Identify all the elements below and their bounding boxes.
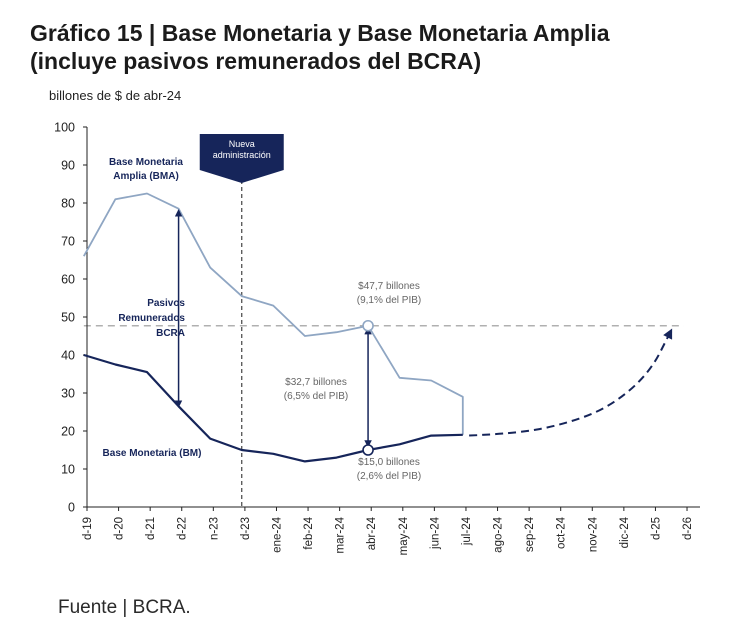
x-tick-label: ene-24 [271, 516, 283, 552]
chart-title-line-1: Gráfico 15 | Base Monetaria y Base Monet… [30, 20, 610, 46]
y-tick-label: 80 [61, 197, 75, 211]
series-label-bma: Base Monetaria Amplia (BMA) [109, 157, 183, 182]
x-tick-label: d-23 [240, 517, 252, 540]
x-tick-label: nov-24 [587, 516, 599, 552]
x-tick-label: dic-24 [619, 516, 631, 548]
y-tick-label: 60 [61, 273, 75, 287]
x-tick-label: d-26 [682, 517, 694, 540]
y-axis-unit-label: billones de $ de abr-24 [49, 88, 182, 103]
x-tick-label: sep-24 [524, 516, 536, 552]
y-tick-label: 40 [61, 349, 75, 363]
bma-point-label: $47,7 billones (9,1% del PIB) [357, 281, 421, 306]
x-tick-label: n-23 [208, 517, 220, 540]
bma-point-marker [362, 319, 374, 332]
x-tick-label: feb-24 [303, 516, 315, 549]
y-tick-label: 90 [61, 159, 75, 173]
y-tick-label: 10 [61, 463, 75, 477]
x-tick-label: d-21 [145, 517, 157, 540]
series-line-projection [469, 328, 673, 437]
x-tick-label: d-19 [82, 517, 94, 540]
x-tick-label: d-22 [177, 517, 189, 540]
x-tick-label: mar-24 [335, 516, 347, 553]
chart-canvas: 0 10 20 30 40 50 60 70 80 90 100 d-19 d-20 d-21 d-22 n-… [54, 121, 700, 555]
bm-point-marker [362, 444, 374, 456]
y-tick-label: 50 [61, 311, 75, 325]
source-note: Fuente | BCRA. [58, 597, 191, 618]
y-tick-label: 70 [61, 235, 75, 249]
x-tick-label: jul-24 [461, 516, 473, 546]
bm-point-label: $15,0 billones (2,6% del PIB) [357, 457, 421, 482]
gap-label: $32,7 billones (6,5% del PIB) [284, 377, 348, 402]
x-tick-label: d-20 [114, 517, 126, 540]
y-tick-label: 0 [68, 501, 75, 515]
y-tick-label: 20 [61, 425, 75, 439]
y-tick-label: 100 [54, 121, 75, 135]
x-tick-label: ago-24 [493, 516, 505, 552]
event-label-box [199, 134, 284, 183]
pasivos-label: Pasivos Remunerados BCRA [118, 298, 185, 339]
series-line-bma [83, 192, 464, 435]
chart-title-line-2: (incluye pasivos remunerados del BCRA) [30, 48, 482, 74]
x-tick-label: abr-24 [366, 516, 378, 550]
x-tick-label: d-25 [650, 517, 662, 540]
y-tick-label: 30 [61, 387, 75, 401]
x-tick-label: jun-24 [429, 516, 441, 550]
x-tick-label: may-24 [398, 516, 410, 555]
x-tick-label: oct-24 [556, 516, 568, 549]
series-line-bm [83, 353, 463, 463]
event-label: Nueva administración [213, 139, 271, 160]
series-label-bm: Base Monetaria (BM) [103, 448, 202, 459]
